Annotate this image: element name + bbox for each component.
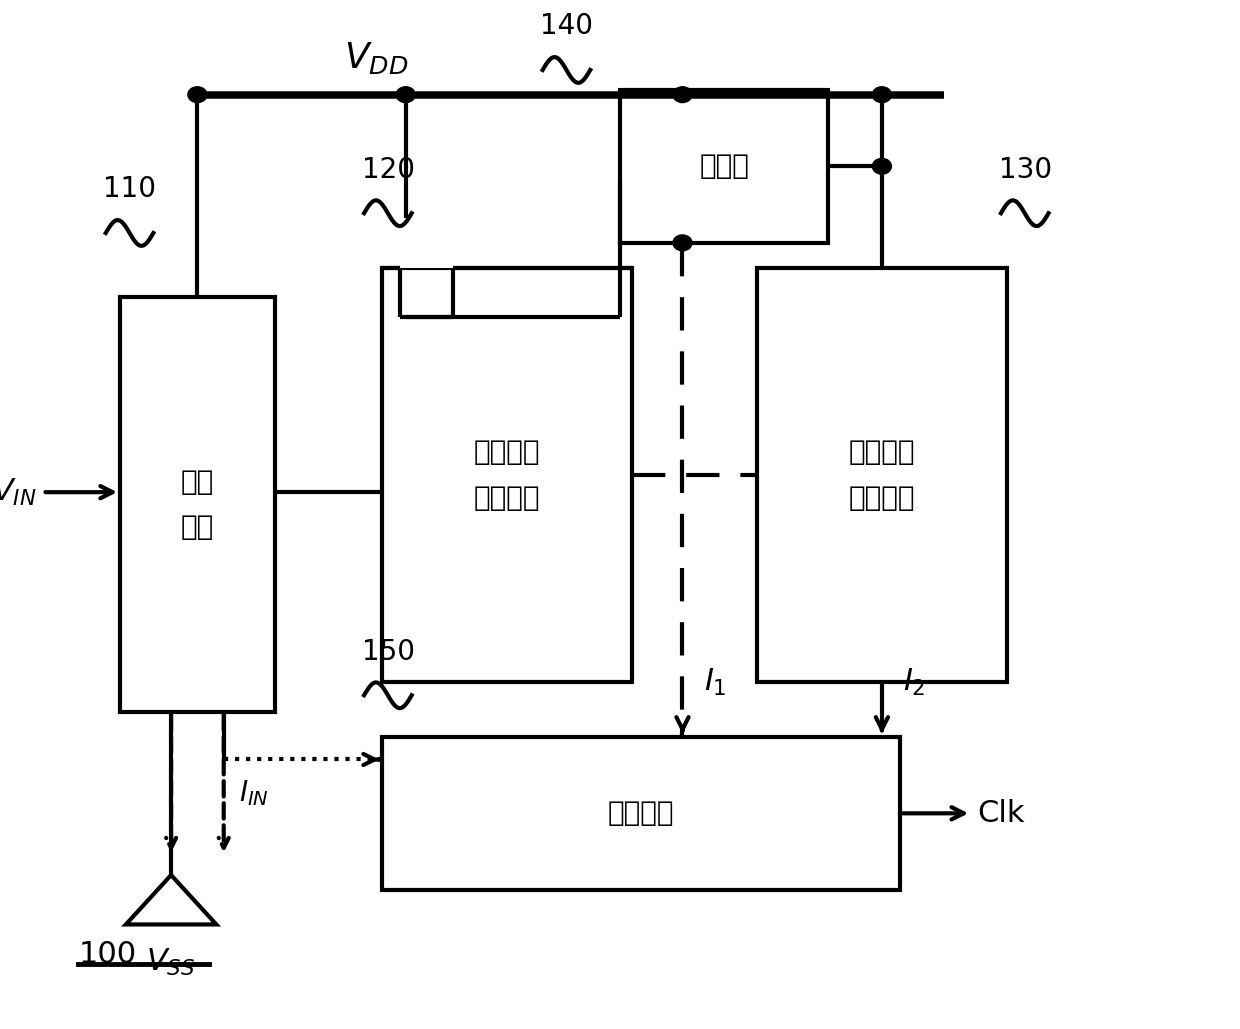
Text: Clk: Clk	[977, 799, 1024, 827]
Bar	[756, 268, 1007, 682]
Text: 第二电流
供应电路: 第二电流 供应电路	[848, 438, 915, 511]
Text: $I_{IN}$: $I_{IN}$	[239, 779, 269, 809]
Circle shape	[873, 158, 892, 174]
Text: 130: 130	[998, 155, 1052, 183]
Text: $V_{DD}$: $V_{DD}$	[343, 40, 408, 76]
Bar	[120, 297, 275, 712]
Text: $V_{SS}$: $V_{SS}$	[146, 947, 196, 978]
Bar	[620, 90, 828, 243]
Text: $I_2$: $I_2$	[903, 667, 926, 698]
Text: 110: 110	[103, 175, 156, 204]
Bar	[382, 268, 632, 682]
Bar	[399, 218, 454, 268]
Text: 150: 150	[362, 638, 414, 666]
Text: 100: 100	[78, 939, 136, 968]
Text: 振荡电路: 振荡电路	[608, 800, 675, 827]
Bar	[382, 737, 900, 890]
Circle shape	[397, 86, 415, 103]
Text: 第一电流
供应电路: 第一电流 供应电路	[474, 438, 541, 511]
Circle shape	[673, 235, 692, 251]
Text: $V_{IN}$: $V_{IN}$	[0, 476, 37, 507]
Text: $I_1$: $I_1$	[704, 667, 727, 698]
Text: 输入
电路: 输入 电路	[181, 468, 215, 541]
Text: 140: 140	[541, 12, 593, 40]
Circle shape	[873, 86, 892, 103]
Text: 120: 120	[362, 155, 414, 183]
Circle shape	[673, 86, 692, 103]
Text: 滤波器: 滤波器	[699, 152, 749, 180]
Circle shape	[188, 86, 207, 103]
